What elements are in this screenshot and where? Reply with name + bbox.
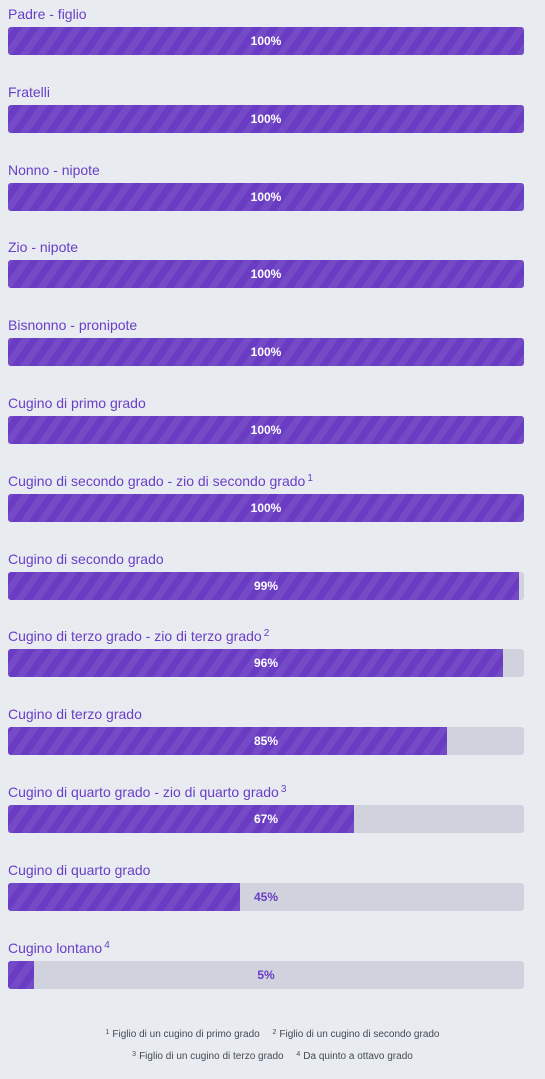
probability-bar: 45% [8, 882, 524, 911]
relationship-row: Cugino di terzo grado - zio di terzo gra… [8, 622, 524, 700]
probability-bar: 67% [8, 804, 524, 833]
relationship-row: Cugino di secondo grado - zio di secondo… [8, 467, 524, 545]
relationship-label-text: Cugino di secondo grado [8, 550, 164, 567]
footnote-ref: 4 [104, 939, 110, 951]
relationship-label: Cugino di secondo grado - zio di secondo… [8, 473, 313, 489]
footnote-mark: 1 [105, 1029, 110, 1036]
probability-value: 85% [253, 734, 279, 749]
relationship-row: Cugino di quarto grado 45% [8, 856, 524, 934]
probability-bar: 100% [8, 260, 524, 289]
footnote-line: 3 Figlio di un cugino di terzo grado 4 Da … [0, 1046, 545, 1068]
footnote-4: 4 Da quinto a ottavo grado [296, 1046, 412, 1068]
relationship-label-text: Cugino di quarto grado [8, 861, 151, 878]
relationship-label-text: Cugino di quarto grado - zio di quarto g… [8, 783, 279, 800]
footnote-mark: 2 [272, 1029, 277, 1036]
relationship-label-text: Zio - nipote [8, 239, 79, 256]
probability-bar-fill [8, 727, 447, 756]
probability-bar: 5% [8, 960, 524, 989]
probability-value: 100% [250, 267, 282, 282]
relationship-label: Bisnonno - pronipote [8, 317, 137, 333]
relationship-label: Cugino di quarto grado [8, 862, 150, 878]
relationship-label: Cugino di primo grado [8, 395, 146, 411]
footnote-text: Figlio di un cugino di terzo grado [139, 1051, 284, 1062]
footnote-1: 1 Figlio di un cugino di primo grado [105, 1024, 259, 1046]
relationship-label: Nonno - nipote [8, 162, 100, 178]
relationship-row: Cugino di quarto grado - zio di quarto g… [8, 778, 524, 856]
probability-value: 100% [250, 500, 282, 515]
probability-value: 96% [253, 656, 279, 671]
relationship-label: Cugino di secondo grado [8, 551, 164, 567]
probability-bar: 100% [8, 182, 524, 211]
footnote-mark: 4 [296, 1051, 301, 1058]
probability-bar: 99% [8, 571, 524, 600]
probability-bar: 100% [8, 338, 524, 367]
relationship-label-text: Cugino di secondo grado - zio di secondo… [8, 472, 306, 489]
footnote-line: 1 Figlio di un cugino di primo grado 2 Fig… [0, 1024, 545, 1046]
relationship-label-text: Cugino di primo grado [8, 394, 146, 411]
probability-bar-fill [8, 493, 524, 522]
footnote-3: 3 Figlio di un cugino di terzo grado [132, 1046, 283, 1068]
relationship-label-text: Nonno - nipote [8, 161, 100, 178]
probability-value: 100% [250, 345, 282, 360]
relationship-label: Cugino di terzo grado [8, 706, 142, 722]
probability-bar-fill [8, 260, 524, 289]
probability-value: 99% [253, 578, 279, 593]
relationship-label-text: Bisnonno - pronipote [8, 317, 138, 334]
relationship-label: Fratelli [8, 84, 50, 100]
probability-bar: 100% [8, 415, 524, 444]
relationship-label-text: Fratelli [8, 83, 51, 100]
footnote-text: Figlio di un cugino di primo grado [112, 1029, 260, 1040]
probability-value: 5% [257, 967, 275, 982]
relationship-label: Cugino di quarto grado - zio di quarto g… [8, 784, 286, 800]
probability-bar: 100% [8, 493, 524, 522]
probability-value: 67% [253, 811, 279, 826]
relationship-row: Cugino di primo grado 100% [8, 389, 524, 467]
relationship-row: Zio - nipote 100% [8, 233, 524, 311]
footnote-text: Figlio di un cugino di secondo grado [279, 1029, 440, 1040]
relationship-label-text: Cugino lontano [8, 939, 103, 956]
probability-bar-fill [8, 27, 524, 55]
probability-bar: 96% [8, 649, 524, 678]
relationship-label: Cugino lontano 4 [8, 940, 110, 956]
relationship-label-text: Cugino di terzo grado [8, 706, 142, 723]
probability-bar-fill [8, 882, 241, 911]
probability-bar-fill [8, 649, 504, 678]
probability-bar-fill [8, 182, 524, 211]
footnotes: 1 Figlio di un cugino di primo grado 2 Fig… [0, 1024, 545, 1068]
relationship-row: Bisnonno - pronipote 100% [8, 311, 524, 389]
probability-value: 100% [250, 422, 282, 437]
relationship-row: Padre - figlio 100% [8, 0, 524, 78]
footnote-ref: 1 [307, 472, 313, 484]
relationship-row: Nonno - nipote 100% [8, 156, 524, 234]
relationship-row: Fratelli 100% [8, 78, 524, 156]
footnote-ref: 3 [280, 783, 287, 795]
footnote-text: Da quinto a ottavo grado [303, 1051, 413, 1062]
probability-value: 45% [253, 889, 279, 904]
probability-value: 100% [250, 111, 282, 126]
footnote-2: 2 Figlio di un cugino di secondo grado [272, 1024, 439, 1046]
probability-value: 100% [250, 34, 282, 48]
probability-bar-fill [8, 804, 354, 833]
relationship-label: Cugino di terzo grado - zio di terzo gra… [8, 628, 269, 644]
probability-bar: 100% [8, 104, 524, 133]
relationship-label-text: Padre - figlio [8, 6, 87, 22]
footnote-mark: 3 [132, 1051, 137, 1058]
probability-bar: 85% [8, 727, 524, 756]
probability-bar-fill [8, 338, 524, 367]
relationship-label-text: Cugino di terzo grado - zio di terzo gra… [8, 628, 262, 645]
relationship-label: Padre - figlio [8, 6, 87, 22]
relationship-row: Cugino lontano 4 5% [8, 934, 524, 1012]
relationship-list: Padre - figlio 100% Fratelli 100% Nonno - ni… [8, 0, 524, 1011]
footnote-ref: 2 [263, 628, 270, 640]
relationship-label: Zio - nipote [8, 239, 78, 255]
probability-bar-fill [8, 571, 519, 600]
probability-bar: 100% [8, 27, 524, 55]
probability-value: 100% [250, 189, 282, 204]
relationship-row: Cugino di secondo grado 99% [8, 545, 524, 623]
probability-bar-fill [8, 960, 34, 989]
relationship-row: Cugino di terzo grado 85% [8, 700, 524, 778]
probability-bar-fill [8, 104, 524, 133]
probability-bar-fill [8, 415, 524, 444]
